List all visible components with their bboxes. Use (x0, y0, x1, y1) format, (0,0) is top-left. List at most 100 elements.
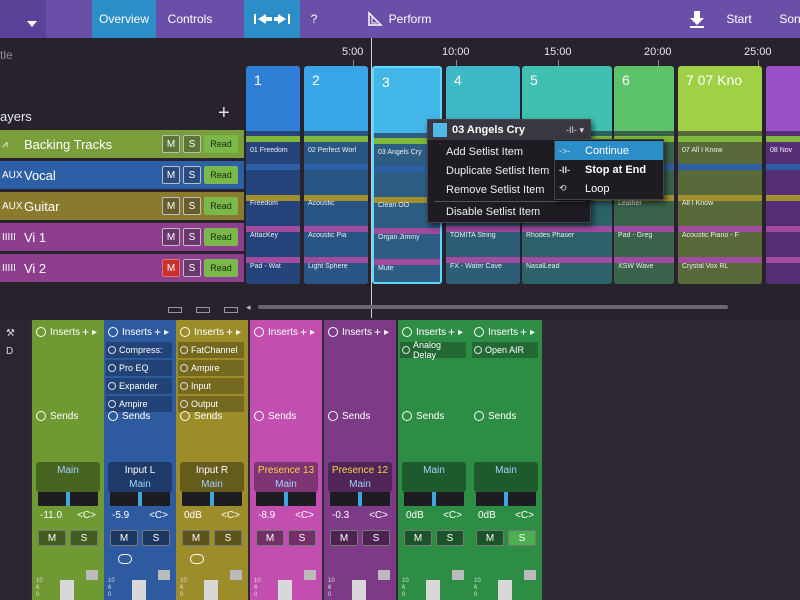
insert-plugin-slot[interactable]: Input (178, 378, 244, 394)
insert-plugin-slot[interactable]: Compress: (106, 342, 172, 358)
channel-io-box[interactable]: Input L Main (108, 462, 172, 492)
setlist-song-block[interactable]: 2 02 Perfect Worl Acoustic Acoustic Pia Ligh… (304, 66, 368, 284)
add-insert-icon[interactable]: + (82, 325, 90, 339)
expand-arrow-icon[interactable]: ▸ (530, 326, 536, 338)
power-icon[interactable] (36, 327, 46, 337)
solo-button[interactable]: S (288, 530, 316, 546)
automation-read-button[interactable]: Read (204, 228, 238, 246)
power-icon[interactable] (474, 411, 484, 421)
add-insert-icon[interactable]: + (226, 325, 234, 339)
menu-add-setlist-item[interactable]: Add Setlist Item (446, 146, 524, 158)
track-row-vocal[interactable]: AUX Vocal M S Read (0, 161, 244, 189)
channel-io-box[interactable]: Main (402, 462, 466, 492)
insert-plugin-slot[interactable]: Pro EQ (106, 360, 172, 376)
setlist-song-block[interactable]: 7 07 Kno 07 All I Know All I Know Acoustic … (678, 66, 762, 284)
automation-read-button[interactable]: Read (204, 135, 238, 153)
add-insert-icon[interactable]: + (300, 325, 308, 339)
power-icon[interactable] (402, 411, 412, 421)
volume-fader[interactable] (60, 580, 74, 600)
zoom-in-icon[interactable] (224, 307, 238, 313)
setlist-song-block[interactable]: 1 01 Freedom Freedom AttacKey Pad - Wat (246, 66, 300, 284)
expand-arrow-icon[interactable]: ▸ (236, 326, 242, 338)
insert-plugin-slot[interactable]: Analog Delay (400, 340, 466, 360)
inserts-header[interactable]: Inserts + ▸ (104, 324, 176, 340)
timeline-ruler[interactable]: 5:00 10:00 15:00 20:00 25:00 (244, 42, 800, 66)
channel-io-box[interactable]: Main (36, 462, 100, 492)
tab-overview[interactable]: Overview (92, 0, 156, 38)
inserts-header[interactable]: Inserts + ▸ (398, 324, 470, 340)
expand-arrow-icon[interactable]: ▸ (310, 326, 316, 338)
submenu-continue[interactable]: ->- Continue (555, 141, 663, 160)
sends-header[interactable]: Sends (470, 408, 542, 424)
sends-header[interactable]: Sends (176, 408, 248, 424)
power-icon[interactable] (108, 382, 116, 390)
power-icon[interactable] (108, 411, 118, 421)
add-insert-icon[interactable]: + (448, 325, 456, 339)
power-icon[interactable] (328, 411, 338, 421)
power-icon[interactable] (402, 346, 410, 354)
download-button[interactable] (684, 0, 710, 38)
menu-disable-setlist-item[interactable]: Disable Setlist Item (446, 206, 541, 218)
insert-plugin-slot[interactable]: Open AIR (472, 342, 538, 358)
mute-button[interactable]: M (330, 530, 358, 546)
mute-button[interactable]: M (110, 530, 138, 546)
menu-duplicate-setlist-item[interactable]: Duplicate Setlist Item (446, 165, 550, 177)
automation-read-button[interactable]: Read (204, 259, 238, 277)
power-icon[interactable] (474, 346, 482, 354)
pan-knob[interactable] (476, 492, 536, 506)
inserts-header[interactable]: Inserts + ▸ (324, 324, 396, 340)
automation-read-button[interactable]: Read (204, 166, 238, 184)
solo-button[interactable]: S (183, 259, 201, 277)
expand-arrow-icon[interactable]: ▸ (384, 326, 390, 338)
channel-io-box[interactable]: Main (474, 462, 538, 492)
mute-button[interactable]: M (182, 530, 210, 546)
channel-io-box[interactable]: Presence 13 Main (254, 462, 318, 492)
pan-knob[interactable] (110, 492, 170, 506)
volume-fader[interactable] (426, 580, 440, 600)
main-menu-button[interactable] (0, 0, 46, 38)
solo-button[interactable]: S (183, 135, 201, 153)
add-insert-icon[interactable]: + (374, 325, 382, 339)
volume-fader[interactable] (498, 580, 512, 600)
zoom-mid-icon[interactable] (196, 307, 210, 313)
inserts-header[interactable]: Inserts + ▸ (470, 324, 542, 340)
sends-header[interactable]: Sends (324, 408, 396, 424)
power-icon[interactable] (474, 327, 484, 337)
solo-button[interactable]: S (183, 228, 201, 246)
submenu-loop[interactable]: ⟲ Loop (555, 179, 663, 198)
inserts-header[interactable]: Inserts + ▸ (176, 324, 248, 340)
songs-button[interactable]: Son (779, 12, 800, 26)
mute-button[interactable]: M (162, 135, 180, 153)
power-icon[interactable] (402, 327, 412, 337)
expand-arrow-icon[interactable]: ▸ (164, 326, 170, 338)
horizontal-scrollbar[interactable]: ◂ (246, 302, 798, 312)
add-insert-icon[interactable]: + (154, 325, 162, 339)
mute-button[interactable]: M (162, 166, 180, 184)
mute-button[interactable]: M (404, 530, 432, 546)
scrollbar-thumb[interactable] (258, 305, 728, 309)
power-icon[interactable] (108, 346, 116, 354)
solo-button[interactable]: S (70, 530, 98, 546)
mute-button[interactable]: M (38, 530, 66, 546)
insert-plugin-slot[interactable]: FatChannel (178, 342, 244, 358)
insert-plugin-slot[interactable]: Ampire (106, 396, 172, 412)
channel-io-box[interactable]: Presence 12 Main (328, 462, 392, 492)
insert-plugin-slot[interactable]: Output (178, 396, 244, 412)
pan-knob[interactable] (38, 492, 98, 506)
power-icon[interactable] (180, 364, 188, 372)
wrench-icon[interactable]: ⚒ (6, 328, 15, 339)
volume-fader[interactable] (352, 580, 366, 600)
insert-plugin-slot[interactable]: Ampire (178, 360, 244, 376)
sends-header[interactable]: Sends (32, 408, 104, 424)
solo-button[interactable]: S (142, 530, 170, 546)
power-icon[interactable] (180, 411, 190, 421)
pan-knob[interactable] (330, 492, 390, 506)
power-icon[interactable] (328, 327, 338, 337)
power-icon[interactable] (180, 400, 188, 408)
mute-button[interactable]: M (476, 530, 504, 546)
power-icon[interactable] (254, 327, 264, 337)
volume-fader[interactable] (204, 580, 218, 600)
submenu-stop-at-end[interactable]: -II- Stop at End (555, 160, 663, 179)
mute-button[interactable]: M (162, 259, 180, 277)
setlist-song-block[interactable]: 08 Nov (766, 66, 800, 284)
